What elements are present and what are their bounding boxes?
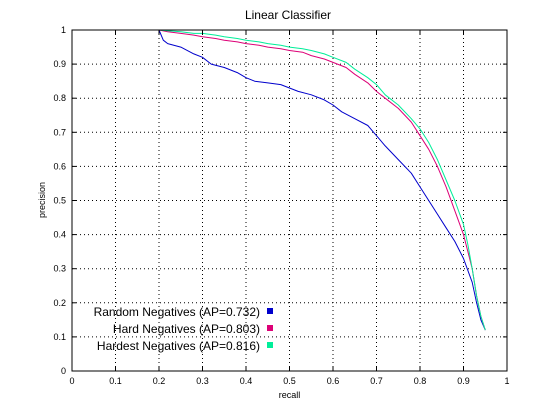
y-tick-label: 0.7 bbox=[53, 127, 66, 137]
legend-label-3: Hardest Negatives (AP=0.816) bbox=[97, 339, 260, 353]
y-tick-label: 0.8 bbox=[53, 93, 66, 103]
legend-swatch-1 bbox=[267, 308, 273, 314]
legend-label-2: Hard Negatives (AP=0.803) bbox=[113, 322, 260, 336]
y-tick-label: 0 bbox=[61, 366, 66, 376]
axis-ticks: 0 0.1 0.2 0.3 0.4 0.5 0.6 0.7 0.8 0.9 1 0 0.1 0.2 0.3 0… bbox=[53, 25, 509, 386]
x-tick-label: 0.3 bbox=[196, 376, 209, 386]
y-tick-label: 0.5 bbox=[53, 196, 66, 206]
x-tick-label: 0.8 bbox=[414, 376, 427, 386]
x-tick-label: 0.1 bbox=[109, 376, 122, 386]
legend-swatch-3 bbox=[267, 342, 273, 348]
legend-swatch-2 bbox=[267, 325, 273, 331]
y-tick-label: 0.4 bbox=[53, 230, 66, 240]
series-line-1 bbox=[158, 29, 486, 331]
x-tick-label: 0.7 bbox=[370, 376, 383, 386]
x-tick-label: 0.4 bbox=[240, 376, 253, 386]
y-tick-label: 0.3 bbox=[53, 264, 66, 274]
y-tick-label: 0.1 bbox=[53, 332, 66, 342]
x-tick-label: 0.9 bbox=[457, 376, 470, 386]
legend-label-1: Random Negatives (AP=0.732) bbox=[94, 305, 260, 319]
x-tick-label: 0.6 bbox=[327, 376, 340, 386]
y-tick-label: 0.9 bbox=[53, 59, 66, 69]
x-axis-label: recall bbox=[279, 390, 301, 400]
x-tick-label: 1 bbox=[504, 376, 509, 386]
x-tick-label: 0.2 bbox=[153, 376, 166, 386]
series-line-3 bbox=[158, 29, 486, 331]
chart-title: Linear Classifier bbox=[245, 8, 331, 22]
y-tick-label: 0.2 bbox=[53, 298, 66, 308]
plot-area bbox=[72, 30, 507, 371]
grid-lines bbox=[72, 30, 507, 371]
legend: Random Negatives (AP=0.732) Hard Negative… bbox=[94, 305, 273, 353]
series-lines bbox=[158, 29, 486, 331]
y-axis-label: precision bbox=[37, 182, 47, 218]
x-tick-label: 0.5 bbox=[283, 376, 296, 386]
y-tick-label: 0.6 bbox=[53, 161, 66, 171]
series-line-2 bbox=[158, 29, 486, 331]
y-tick-label: 1 bbox=[61, 25, 66, 35]
x-tick-label: 0 bbox=[69, 376, 74, 386]
